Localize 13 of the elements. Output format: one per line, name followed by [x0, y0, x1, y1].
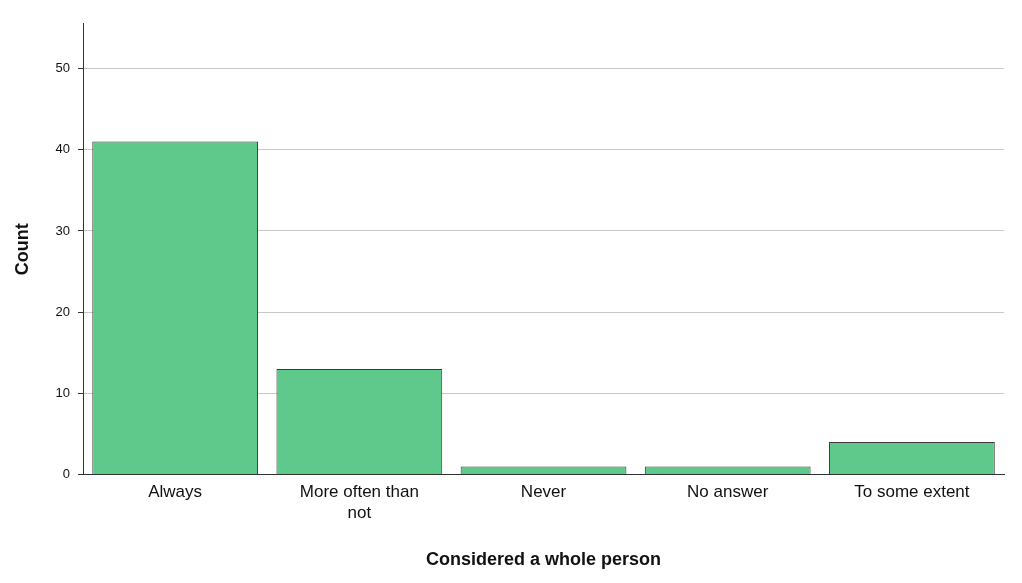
x-tick-label: Always [148, 482, 203, 502]
y-tick-label: 10 [55, 384, 71, 400]
y-tick-label: 30 [55, 222, 71, 238]
x-tick-label: To some extent [854, 482, 970, 502]
x-axis-title: Considered a whole person [426, 549, 662, 570]
y-tick-label: 0 [62, 466, 71, 482]
y-tick-label: 40 [55, 141, 71, 157]
y-axis-title: Count [11, 223, 32, 276]
x-tick-label: More often than not [299, 482, 419, 522]
x-tick-label: No answer [687, 482, 769, 502]
x-tick-label: Never [520, 482, 567, 502]
y-tick-label: 50 [55, 60, 71, 76]
y-tick-label: 20 [55, 303, 71, 319]
